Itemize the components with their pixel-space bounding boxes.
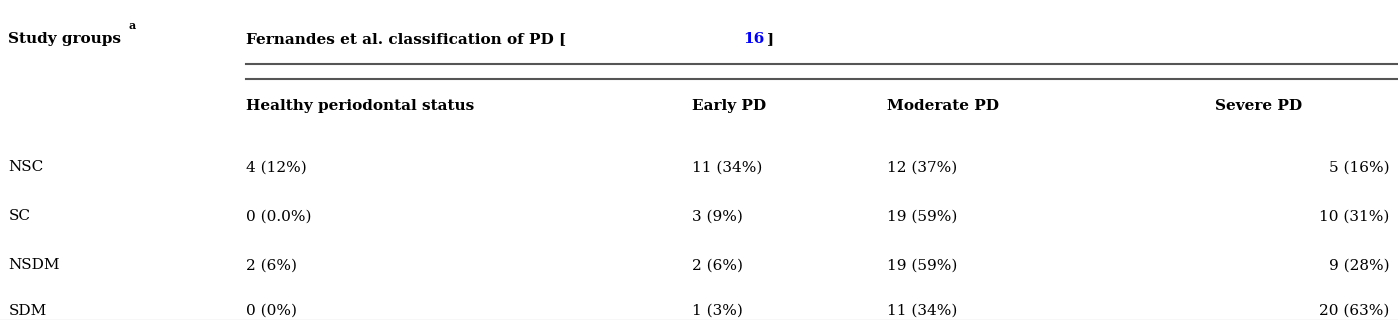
Text: NSC: NSC bbox=[8, 160, 43, 174]
Text: Moderate PD: Moderate PD bbox=[888, 99, 1000, 113]
Text: Study groups: Study groups bbox=[8, 32, 122, 46]
Text: 0 (0.0%): 0 (0.0%) bbox=[246, 209, 310, 223]
Text: 0 (0%): 0 (0%) bbox=[246, 304, 296, 318]
Text: 16: 16 bbox=[744, 32, 765, 46]
Text: ]: ] bbox=[768, 32, 774, 46]
Text: 11 (34%): 11 (34%) bbox=[692, 160, 762, 174]
Text: Healthy periodontal status: Healthy periodontal status bbox=[246, 99, 474, 113]
Text: Severe PD: Severe PD bbox=[1215, 99, 1303, 113]
Text: 2 (6%): 2 (6%) bbox=[246, 258, 296, 272]
Text: Early PD: Early PD bbox=[692, 99, 766, 113]
Text: NSDM: NSDM bbox=[8, 258, 60, 272]
Text: SDM: SDM bbox=[8, 304, 46, 318]
Text: 4 (12%): 4 (12%) bbox=[246, 160, 306, 174]
Text: 19 (59%): 19 (59%) bbox=[888, 209, 958, 223]
Text: 9 (28%): 9 (28%) bbox=[1329, 258, 1390, 272]
Text: 20 (63%): 20 (63%) bbox=[1320, 304, 1390, 318]
Text: SC: SC bbox=[8, 209, 31, 223]
Text: 19 (59%): 19 (59%) bbox=[888, 258, 958, 272]
Text: 5 (16%): 5 (16%) bbox=[1329, 160, 1390, 174]
Text: 1 (3%): 1 (3%) bbox=[692, 304, 742, 318]
Text: a: a bbox=[129, 20, 136, 31]
Text: 11 (34%): 11 (34%) bbox=[888, 304, 958, 318]
Text: Fernandes et al. classification of PD [: Fernandes et al. classification of PD [ bbox=[246, 32, 566, 46]
Text: 2 (6%): 2 (6%) bbox=[692, 258, 742, 272]
Text: 12 (37%): 12 (37%) bbox=[888, 160, 958, 174]
Text: 3 (9%): 3 (9%) bbox=[692, 209, 742, 223]
Text: 10 (31%): 10 (31%) bbox=[1320, 209, 1390, 223]
